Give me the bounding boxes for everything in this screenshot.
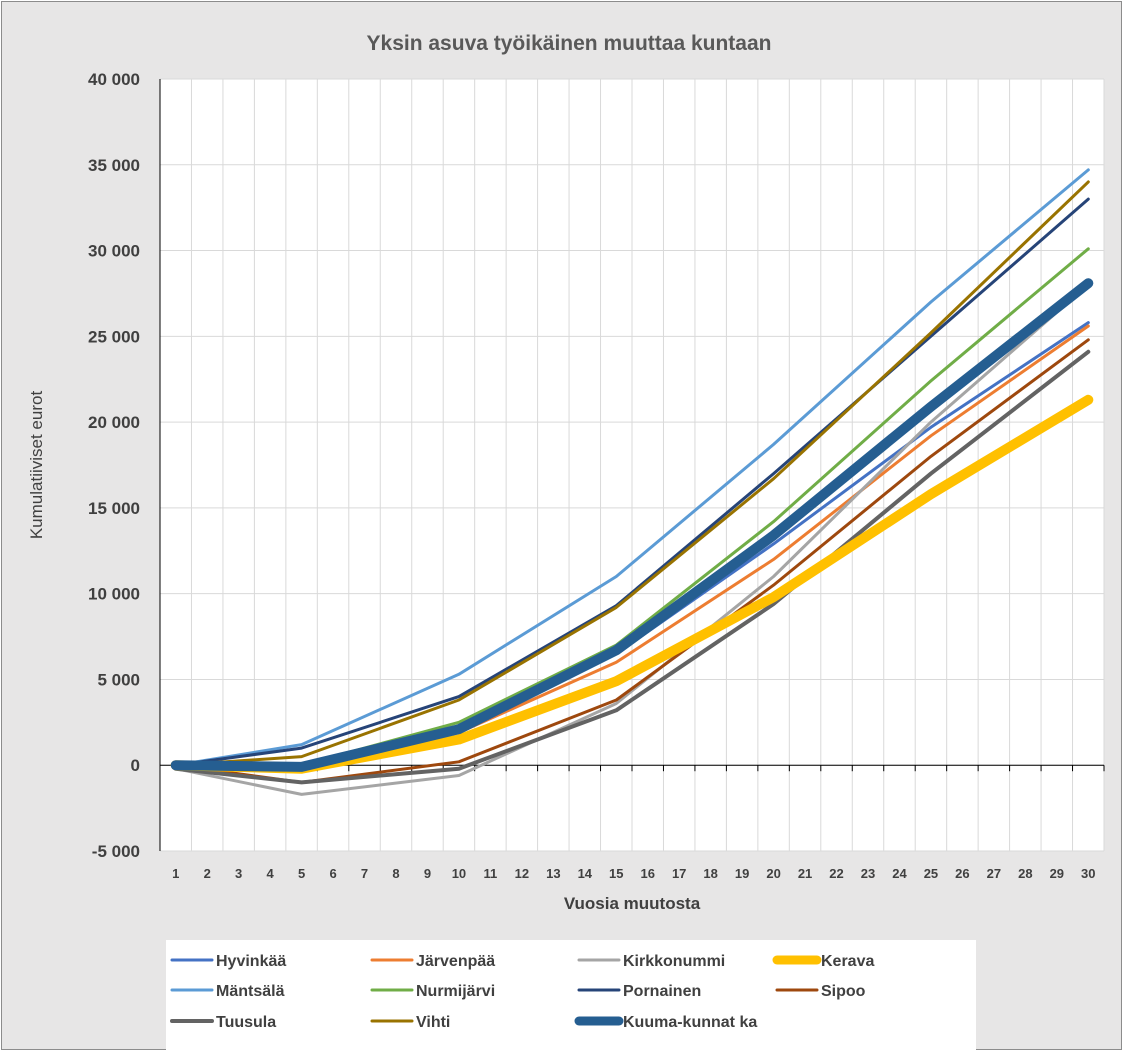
x-tick-label: 8	[392, 866, 399, 881]
y-tick-label: -5 000	[92, 842, 140, 861]
x-tick-label: 20	[766, 866, 780, 881]
x-tick-label: 7	[361, 866, 368, 881]
chart-title: Yksin asuva työikäinen muuttaa kuntaan	[367, 32, 772, 55]
x-tick-label: 14	[578, 866, 593, 881]
legend-label: Kirkkonummi	[623, 953, 725, 970]
x-tick-label: 21	[798, 866, 812, 881]
x-tick-label: 3	[235, 866, 242, 881]
x-tick-label: 24	[892, 866, 907, 881]
x-axis-ticks: 1 2 3 4 5 6 7 8 9 10 11 12 13 14 15 16 17 18 19 20 21 22 23 24 2…	[172, 866, 1095, 881]
x-tick-label: 22	[829, 866, 843, 881]
x-tick-label: 28	[1018, 866, 1032, 881]
x-tick-label: 11	[484, 866, 498, 881]
x-tick-label: 2	[204, 866, 211, 881]
x-tick-label: 18	[703, 866, 717, 881]
x-tick-label: 16	[640, 866, 654, 881]
legend-label: Kerava	[821, 953, 874, 970]
legend-label: Tuusula	[216, 1014, 276, 1031]
x-tick-label: 17	[672, 866, 686, 881]
x-tick-label: 5	[298, 866, 305, 881]
legend-label: Sipoo	[821, 983, 866, 1000]
legend-label: Pornainen	[623, 983, 701, 1000]
legend: Hyvinkää Järvenpää Kirkkonummi Kerava Mäntsä…	[170, 953, 874, 1031]
x-axis-label: Vuosia muutosta	[564, 894, 701, 913]
x-tick-label: 30	[1081, 866, 1095, 881]
y-tick-label: 20 000	[88, 413, 140, 432]
x-tick-label: 23	[861, 866, 875, 881]
x-tick-label: 10	[452, 866, 466, 881]
y-tick-label: 25 000	[88, 327, 140, 346]
x-tick-label: 26	[955, 866, 969, 881]
y-tick-label: 15 000	[88, 499, 140, 518]
series-lines	[170, 168, 1094, 796]
x-tick-label: 6	[329, 866, 336, 881]
legend-label: Vihti	[416, 1014, 450, 1031]
legend-label: Nurmijärvi	[416, 983, 495, 1000]
x-tick-label: 25	[924, 866, 938, 881]
y-tick-label: 5 000	[97, 670, 140, 689]
y-tick-label: 30 000	[88, 242, 140, 261]
y-tick-label: 10 000	[88, 585, 140, 604]
series-line-10	[174, 180, 1090, 767]
grid-lines	[159, 78, 1105, 852]
x-tick-label: 15	[609, 866, 623, 881]
y-axis-ticks: -5 000 0 5 000 10 000 15 000 20 000 25 000 30 0…	[88, 70, 140, 861]
x-tick-label: 29	[1050, 866, 1064, 881]
x-tick-label: 13	[546, 866, 560, 881]
legend-label: Kuuma-kunnat ka	[623, 1014, 757, 1031]
legend-label: Järvenpää	[416, 953, 495, 970]
x-tick-label: 9	[424, 866, 431, 881]
series-line-9	[173, 349, 1091, 785]
series-line-11	[170, 278, 1094, 772]
y-tick-label: 40 000	[88, 70, 140, 89]
x-tick-label: 1	[172, 866, 179, 881]
y-tick-label: 35 000	[88, 156, 140, 175]
x-tick-label: 19	[735, 866, 749, 881]
x-tick-label: 4	[267, 866, 275, 881]
series-line-3	[174, 283, 1090, 796]
y-tick-label: 0	[131, 756, 140, 775]
y-axis-label: Kumulatiiviset eurot	[27, 391, 46, 540]
x-tick-label: 12	[515, 866, 529, 881]
series-line-5	[174, 168, 1090, 767]
x-tick-label: 27	[987, 866, 1001, 881]
legend-label: Hyvinkää	[216, 953, 286, 970]
legend-box	[166, 940, 976, 1050]
legend-label: Mäntsälä	[216, 983, 285, 1000]
